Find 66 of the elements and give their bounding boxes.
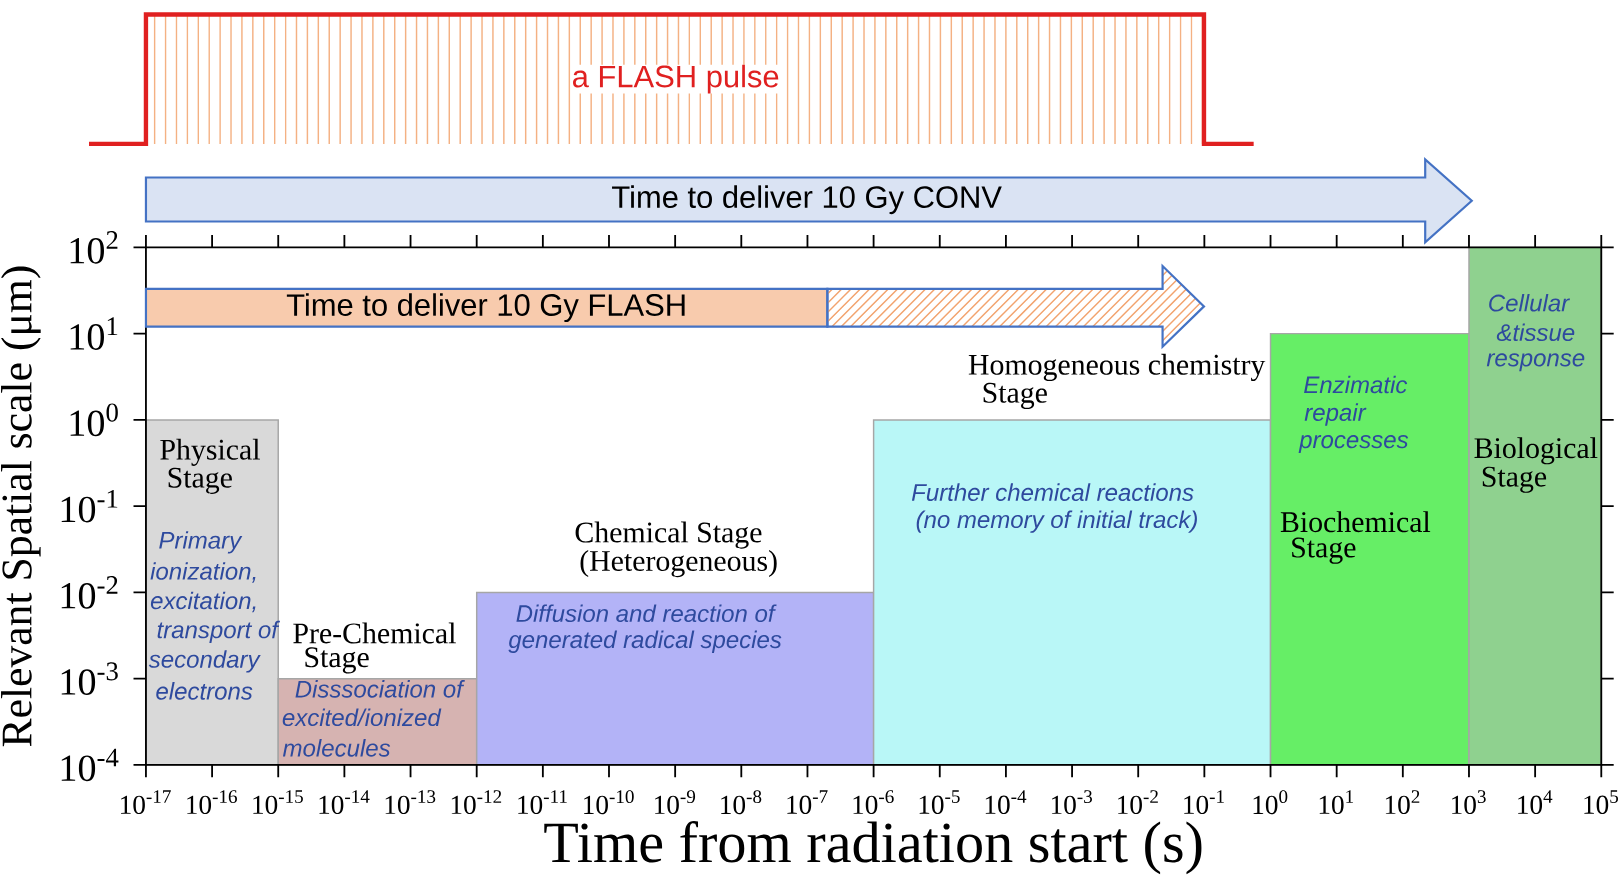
x-tick-label: 10$^{4}$ [1518, 790, 1553, 815]
annotation: (Heterogeneous) [580, 550, 777, 578]
x-tick-label: 10$^{-12}$ [451, 790, 502, 815]
x-tick-label: 10$^{-8}$ [721, 790, 762, 815]
annotation: Physical [160, 438, 260, 466]
x-tick-label: 10$^{0}$ [1253, 790, 1288, 815]
y-tick-label: 10$^{-2}$ [61, 576, 118, 609]
x-tick-label: 10$^{3}$ [1452, 790, 1486, 815]
x-tick-label: 10$^{-5}$ [919, 790, 960, 815]
annotation: Stage [1482, 466, 1547, 493]
annotation: Biochemical [1280, 511, 1431, 533]
x-tick-label: 10$^{5}$ [1584, 790, 1619, 815]
annotation: excited/ionized [282, 708, 442, 727]
x-tick-label: 10$^{-16}$ [187, 790, 238, 815]
y-tick-label: 10$^{2}$ [70, 231, 118, 264]
x-tick-label: 10$^{-10}$ [584, 790, 634, 815]
annotation: Enzimatic [1304, 375, 1408, 394]
y-tick-label: 10$^{-3}$ [61, 662, 118, 696]
x-tick-label: 10$^{1}$ [1319, 790, 1354, 815]
x-tick-label: 10$^{-4}$ [985, 790, 1027, 815]
x-axis-title: Time from radiation start (s) [544, 821, 1202, 875]
annotation: (no memory of initial track) [916, 510, 1197, 533]
annotation: processes [1298, 435, 1409, 454]
annotation: Stage [305, 647, 369, 674]
y-tick-label: 10$^{0}$ [70, 403, 118, 437]
annotation: molecules [282, 739, 391, 757]
x-tick-label: 10$^{-2}$ [1118, 790, 1158, 815]
x-tick-label: 10$^{-13}$ [385, 790, 436, 815]
annotation: generated radical species [508, 630, 782, 653]
x-tick-label: 10$^{-9}$ [655, 790, 696, 815]
annotation: Stage [983, 382, 1047, 410]
annotation: transport of [157, 620, 281, 644]
annotation: excitation, [150, 591, 256, 613]
annotation: Diffusion and reaction of [516, 604, 777, 623]
annotation: Further chemical reactions [911, 483, 1194, 502]
x-tick-label: 10$^{-3}$ [1051, 790, 1092, 815]
y-axis-title: Relevant Spatial scale (μm) [1, 266, 41, 747]
annotation: ionization, [150, 562, 256, 583]
x-tick-label: 10$^{-14}$ [319, 790, 370, 815]
annotation: &tissue [1496, 323, 1575, 342]
annotation: Chemical Stage [575, 521, 762, 549]
annotation: repair [1304, 403, 1367, 426]
annotation: Pre-Chemical [293, 622, 456, 644]
x-tick-label: 10$^{-6}$ [853, 790, 894, 815]
y-tick-label: 10$^{-4}$ [61, 748, 119, 782]
annotation: Homogeneous chemistry [968, 353, 1266, 382]
y-tick-label: 10$^{1}$ [70, 317, 118, 350]
annotation: response [1486, 353, 1585, 372]
x-tick-label: 10$^{2}$ [1385, 790, 1420, 815]
x-tick-label: 10$^{-11}$ [518, 790, 567, 815]
x-tick-label: 10$^{-7}$ [787, 790, 828, 815]
text: Time to deliver 10 Gy CONV [612, 185, 1002, 215]
annotation: Stage [1292, 537, 1356, 564]
x-tick-label: 10$^{-15}$ [253, 790, 303, 815]
x-tick-label: 10$^{-1}$ [1184, 790, 1224, 815]
annotation: secondary [148, 650, 261, 673]
annotation: electrons [156, 682, 253, 700]
x-tick-label: 10$^{-17}$ [121, 790, 171, 815]
annotation: Primary [159, 531, 243, 554]
y-tick-label: 10$^{-1}$ [61, 489, 118, 523]
annotation: Disssociation of [295, 680, 465, 698]
annotation: Cellular [1489, 294, 1570, 312]
annotation: Stage [168, 467, 232, 494]
text: a FLASH pulse [573, 64, 779, 94]
annotation: Biological [1474, 437, 1598, 465]
band-label: Time to deliver 10 Gy FLASH [286, 293, 685, 323]
